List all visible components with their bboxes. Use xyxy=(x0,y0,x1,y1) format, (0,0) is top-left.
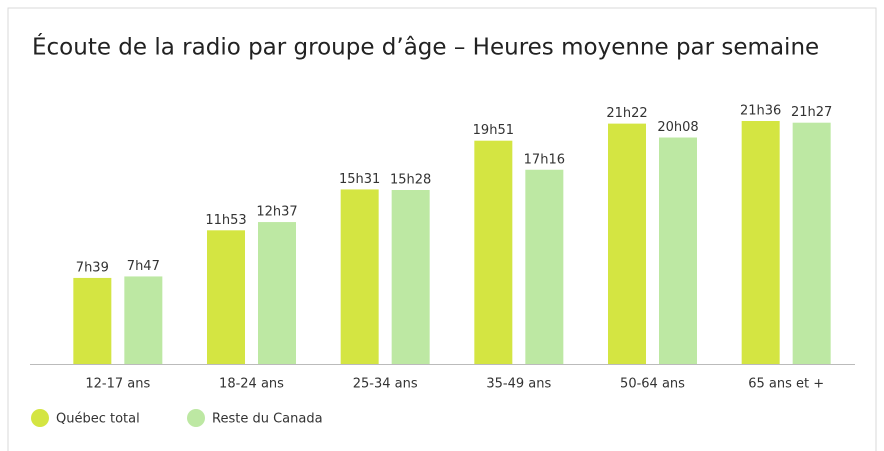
bar xyxy=(73,277,112,364)
value-label: 19h51 xyxy=(473,123,514,138)
value-label: 21h27 xyxy=(791,105,832,120)
bar xyxy=(608,123,646,364)
x-tick-label: 50-64 ans xyxy=(620,377,685,392)
value-label: 20h08 xyxy=(657,120,698,135)
bar xyxy=(525,169,564,364)
value-label: 17h16 xyxy=(524,152,565,167)
value-label: 7h47 xyxy=(127,259,160,274)
value-label: 21h36 xyxy=(740,104,781,119)
bar xyxy=(741,121,780,364)
value-label: 7h39 xyxy=(76,260,109,275)
bar xyxy=(258,222,296,364)
legend-label: Québec total xyxy=(56,412,140,427)
bar xyxy=(340,189,379,364)
x-tick-label: 18-24 ans xyxy=(219,377,284,392)
value-label: 15h28 xyxy=(390,173,431,188)
card-border xyxy=(7,7,877,451)
value-label: 15h31 xyxy=(339,172,380,187)
x-tick-label: 25-34 ans xyxy=(353,377,418,392)
x-tick-label: 12-17 ans xyxy=(85,377,150,392)
legend-label: Reste du Canada xyxy=(212,412,323,427)
value-label: 11h53 xyxy=(205,213,246,228)
x-tick-label: 35-49 ans xyxy=(486,377,551,392)
x-tick-label: 65 ans et + xyxy=(748,377,824,392)
bar xyxy=(207,230,245,364)
legend-swatch xyxy=(187,409,205,427)
chart-title: Écoute de la radio par groupe d’âge – He… xyxy=(32,33,819,61)
value-label: 12h37 xyxy=(256,205,297,220)
bar xyxy=(659,137,697,364)
value-label: 21h22 xyxy=(606,106,647,121)
bar xyxy=(124,276,163,364)
legend-swatch xyxy=(31,409,49,427)
bar xyxy=(391,190,430,364)
bar xyxy=(792,122,831,364)
bar xyxy=(474,140,513,364)
